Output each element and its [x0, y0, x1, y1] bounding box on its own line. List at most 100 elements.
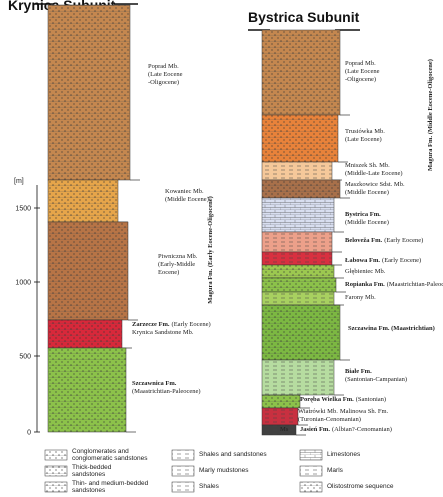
- unit-label: Kowaniec Mb.: [165, 188, 204, 195]
- unit-note: (Early Eocene): [172, 321, 211, 328]
- legend-label: Conglomerates and: [72, 448, 129, 455]
- legend-label: Olistostrome sequence: [327, 483, 394, 490]
- legend-label: conglomeratic sandstones: [72, 455, 148, 462]
- unit-pattern: [262, 265, 334, 278]
- unit-name: Poprad Mb.: [148, 63, 179, 70]
- unit-name: Łabowa Fm.: [345, 257, 380, 264]
- legend-label: Limestones: [327, 451, 361, 458]
- legend-swatch-pattern: [300, 450, 322, 460]
- unit-pattern: [48, 222, 128, 320]
- unit-desc: (Turonian-Cenomanian): [298, 416, 361, 423]
- unit-label: Szczawina Fm. (Maastrichtian): [348, 325, 435, 332]
- unit-name: Kowaniec Mb.: [165, 188, 204, 195]
- unit-pattern: [262, 278, 336, 292]
- unit-name: Piwniczna Mb.: [158, 253, 198, 260]
- unit-desc: -Oligocene): [345, 76, 376, 83]
- unit-note: (Early Eocene): [384, 237, 423, 244]
- unit-label: Mniszek Sh. Mb.: [345, 162, 390, 169]
- unit-name: Szczawina Fm. (Maastrichtian): [348, 325, 435, 332]
- unit-note: (Santonian): [356, 396, 386, 403]
- unit-label: Farony Mb.: [345, 294, 376, 301]
- unit-label: Trusiówka Mb.: [345, 128, 385, 135]
- unit-name: Poprad Mb.: [345, 60, 376, 67]
- unit-desc: (Late Eocene: [148, 71, 183, 78]
- legend-swatch-pattern: [45, 466, 67, 476]
- unit-pattern: [262, 395, 300, 408]
- legend-label: Thin- and medium-bedded: [72, 480, 149, 487]
- unit-label: Beloveža Fm. (Early Eocene): [345, 237, 423, 244]
- unit-name: Trusiówka Mb.: [345, 128, 385, 135]
- unit-pattern: [262, 252, 332, 265]
- unit-name: Mniszek Sh. Mb.: [345, 162, 390, 169]
- unit-name: Wiatrówki Mb.: [298, 408, 338, 415]
- scale-label: 0: [27, 430, 31, 437]
- legend-label: Marls: [327, 467, 344, 474]
- unit-name: Maszkowice Sdst. Mb.: [345, 181, 405, 188]
- unit-label: Maszkowice Sdst. Mb.: [345, 181, 405, 188]
- unit-pattern: [262, 408, 298, 425]
- unit-pattern: [262, 360, 334, 395]
- unit-pattern: [48, 320, 122, 348]
- unit-pattern: [262, 180, 340, 198]
- unit-label: Białe Fm.: [345, 368, 372, 375]
- unit-pattern: [48, 5, 130, 180]
- unit-desc: Eocene): [158, 269, 179, 276]
- unit-desc: (Late Eocene: [345, 68, 380, 75]
- unit-desc: (Middle Eocene): [345, 219, 389, 226]
- unit-pattern: [262, 232, 332, 252]
- unit-note: (Maastrichtian-Paleocene): [387, 281, 443, 288]
- unit-desc: (Middle Eocene): [165, 196, 209, 203]
- marker: Ms: [280, 426, 289, 433]
- unit-desc: (Middle Eocene): [345, 189, 389, 196]
- unit-label: Szczawnica Fm.: [132, 380, 177, 387]
- unit-label: Poprad Mb.: [148, 63, 179, 70]
- unit-desc: (Middle-Late Eocene): [345, 170, 403, 177]
- unit-pattern: [262, 305, 340, 360]
- unit-name: Bystrica Fm.: [345, 211, 381, 218]
- scale-label: 500: [19, 354, 31, 361]
- scale-label: 1500: [15, 206, 31, 213]
- legend-label: Shales and sandstones: [199, 451, 267, 458]
- unit-pattern: [262, 292, 334, 305]
- unit-pattern: [262, 115, 338, 162]
- unit-label: Wiatrówki Mb. Malinowa Sh. Fm.: [298, 408, 389, 415]
- legend-label: sandstones: [72, 487, 106, 494]
- legend-label: Thick-bedded: [72, 464, 112, 471]
- legend-swatch-pattern: [300, 466, 322, 476]
- unit-name: Białe Fm.: [345, 368, 372, 375]
- unit-label: Zarzecze Fm. (Early Eocene): [132, 321, 211, 328]
- group-label: Magura Fm. (Middle Eocene-Oligocene): [427, 59, 434, 171]
- unit-note: (Early Eocene): [382, 257, 421, 264]
- legend-swatch-pattern: [172, 450, 194, 460]
- scale-unit: [m]: [14, 178, 24, 185]
- unit-label: Jasień Fm. (Albian?-Cenomanian): [300, 426, 392, 433]
- unit-name: Farony Mb.: [345, 294, 376, 301]
- unit-label: Łabowa Fm. (Early Eocene): [345, 257, 421, 264]
- column-title: Bystrica Subunit: [248, 9, 360, 25]
- unit-name: Ropianka Fm.: [345, 281, 385, 288]
- unit-name: Głębieniec Mb.: [345, 268, 386, 275]
- legend-label: sandstones: [72, 471, 106, 478]
- unit-pattern: [262, 425, 296, 435]
- unit-desc: -Oligocene): [148, 79, 179, 86]
- unit-pattern: [262, 198, 334, 232]
- legend-swatch-pattern: [172, 466, 194, 476]
- unit-desc: (Early-Middle: [158, 261, 195, 268]
- unit-label: Głębieniec Mb.: [345, 268, 386, 275]
- unit-label: Piwniczna Mb.: [158, 253, 198, 260]
- legend-swatch-pattern: [45, 450, 67, 460]
- unit-label: Poręba Wielka Fm. (Santonian): [300, 396, 386, 403]
- group-label: Magura Fm. (Early Eocene-Oligocene): [207, 196, 214, 304]
- unit-pattern: [48, 348, 126, 432]
- unit-desc: (Maastrichtian-Paleocene): [132, 388, 201, 395]
- unit-label: Bystrica Fm.: [345, 211, 381, 218]
- scale-label: 1000: [15, 280, 31, 287]
- legend-swatch-pattern: [172, 482, 194, 492]
- unit-pattern: [262, 162, 332, 180]
- legend-label: Marly mudstones: [199, 467, 249, 474]
- legend-swatch-pattern: [45, 482, 67, 492]
- legend-swatch-pattern: [300, 482, 322, 492]
- unit-name: Szczawnica Fm.: [132, 380, 177, 387]
- unit-pattern: [48, 180, 118, 222]
